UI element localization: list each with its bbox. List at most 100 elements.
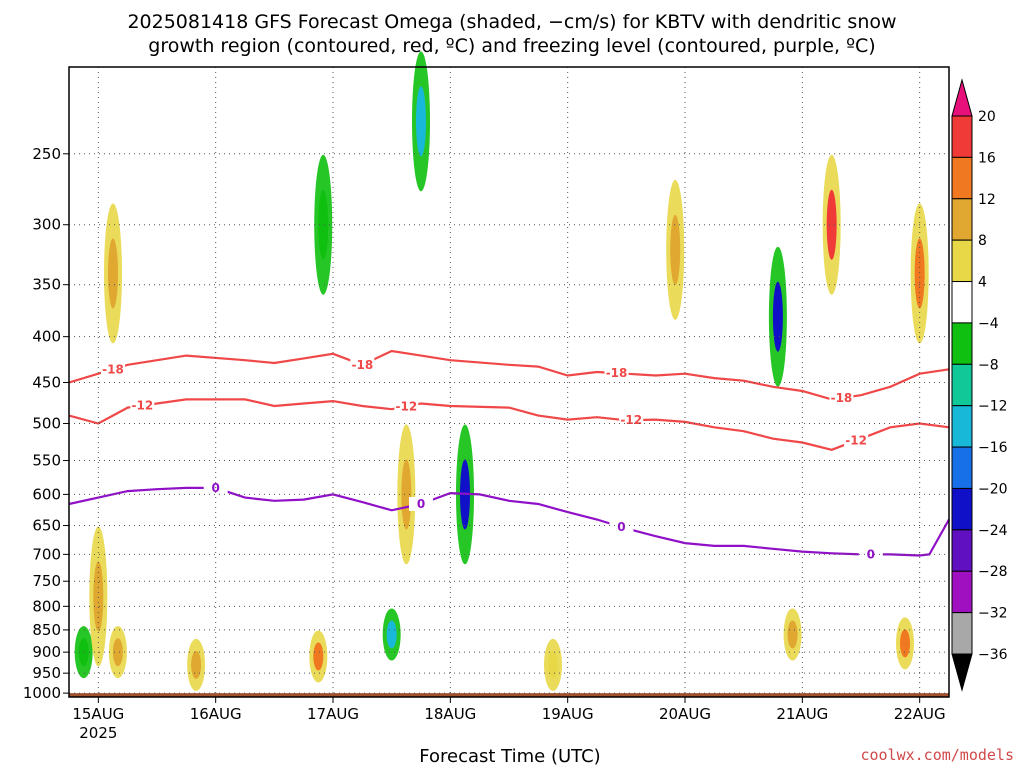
grid-lines	[69, 67, 949, 697]
colorbar-label: −20	[978, 481, 1008, 497]
y-tick-label: 650	[32, 517, 61, 535]
contour-label: -12	[395, 399, 417, 413]
colorbar-box	[951, 239, 973, 283]
omega-cell-core	[78, 638, 89, 667]
colorbar-box	[951, 156, 973, 200]
x-tick-label: 19AUG	[542, 705, 594, 723]
y-tick-label: 400	[32, 328, 61, 346]
contour-label-bg	[604, 366, 629, 381]
colorbar-box	[951, 322, 973, 365]
omega-cell-core	[772, 281, 783, 352]
omega-cell-core	[93, 561, 104, 632]
omega-cell-core	[386, 620, 397, 649]
colorbar-box	[951, 281, 973, 324]
omega-cell-core	[826, 189, 837, 260]
ground-strip	[69, 693, 949, 697]
x-tick-label: 18AUG	[424, 705, 476, 723]
y-tick-label: 900	[32, 643, 61, 661]
contour-label-bg	[130, 398, 155, 413]
contour-line	[68, 486, 950, 557]
contour-label: -18	[102, 362, 124, 376]
omega-cell-core	[108, 238, 118, 309]
x-tick-label: 15AUG	[72, 705, 124, 723]
y-tick-label: 950	[32, 664, 61, 682]
y-tick-label: 550	[32, 452, 61, 470]
credit-text: coolwx.com/models	[860, 746, 1014, 764]
y-tick-label: 850	[32, 621, 61, 639]
omega-cell-core	[914, 238, 925, 309]
contour-label-bg	[858, 547, 883, 562]
colorbar-label: −12	[978, 399, 1008, 415]
x-tick-label: 22AUG	[894, 705, 946, 723]
contour-label: 0	[417, 497, 425, 511]
contour-label: -18	[606, 366, 628, 380]
x-tick-label: 17AUG	[307, 705, 359, 723]
colorbar-label: −32	[978, 606, 1008, 622]
omega-cell-core	[401, 459, 412, 530]
colorbar-label: −24	[978, 523, 1008, 539]
y-axis: 250 300 350 400 450 500 550 600 650 700 750 800 850 9…	[23, 145, 69, 702]
y-tick-label: 750	[32, 572, 61, 590]
colorbar-label: −16	[978, 440, 1008, 456]
contour-label: -12	[131, 399, 153, 413]
y-tick-label: 500	[32, 414, 61, 432]
omega-cell-core	[318, 189, 329, 260]
y-tick-label: 600	[32, 485, 61, 503]
colorbar-box	[951, 529, 973, 572]
colorbar-label: −28	[978, 564, 1008, 580]
x-tick-label: 20AUG	[659, 705, 711, 723]
contour-label-bg	[619, 413, 644, 428]
x-tick-sublabel: 2025	[79, 724, 117, 742]
y-tick-label: 300	[32, 216, 61, 234]
omega-cell-core	[548, 650, 558, 679]
ground-layer	[69, 693, 949, 697]
contour-label-bg	[829, 391, 854, 406]
omega-cell-core	[416, 86, 426, 157]
colorbar-box	[951, 405, 973, 448]
contour-label: -18	[351, 358, 373, 372]
contour-label-bg	[394, 399, 419, 414]
colorbar-box	[951, 487, 973, 531]
contour-label: 0	[617, 520, 625, 534]
contour-line	[68, 349, 950, 401]
omega-cell-core	[191, 650, 202, 679]
x-axis-label: Forecast Time (UTC)	[419, 746, 600, 767]
y-tick-label: 350	[32, 276, 61, 294]
colorbar-box	[951, 363, 973, 407]
y-tick-label: 1000	[23, 684, 61, 702]
y-tick-label: 250	[32, 145, 61, 163]
y-tick-label: 800	[32, 597, 61, 615]
contour-label: -12	[620, 413, 642, 427]
colorbar-label: 16	[978, 150, 996, 166]
contour-label: 0	[867, 547, 875, 561]
contour-label-bg	[609, 520, 634, 535]
omega-cell-core	[787, 620, 798, 649]
plot-area	[74, 51, 929, 691]
colorbar-box	[951, 570, 973, 614]
contour-label-bg	[409, 497, 433, 512]
chart-title-line1: 2025081418 GFS Forecast Omega (shaded, −…	[127, 11, 896, 33]
colorbar-label: 20	[978, 109, 996, 125]
colorbar: 20 16 12 8 4 −4 −8 −12 −16 −20 −24 −28 −32 −36	[951, 78, 1008, 692]
omega-cell-core	[313, 642, 324, 671]
colorbar-label: 4	[978, 275, 987, 291]
omega-cell-core	[670, 214, 681, 285]
colorbar-label: −36	[978, 647, 1008, 663]
contour-line	[68, 398, 950, 451]
colorbar-box	[951, 446, 973, 489]
contour-label-bg	[350, 357, 375, 372]
y-tick-label: 700	[32, 545, 61, 563]
colorbar-box	[951, 198, 973, 241]
contour-label: -12	[845, 434, 867, 448]
colorbar-label: −8	[978, 357, 999, 373]
x-tick-label: 21AUG	[776, 705, 828, 723]
y-tick-label: 450	[32, 373, 61, 391]
contour-label-bg	[101, 362, 125, 377]
colorbar-label: 12	[978, 192, 996, 208]
omega-cell-core	[900, 629, 910, 658]
colorbar-arrow-top	[951, 78, 973, 117]
contour-label: -18	[831, 391, 853, 405]
